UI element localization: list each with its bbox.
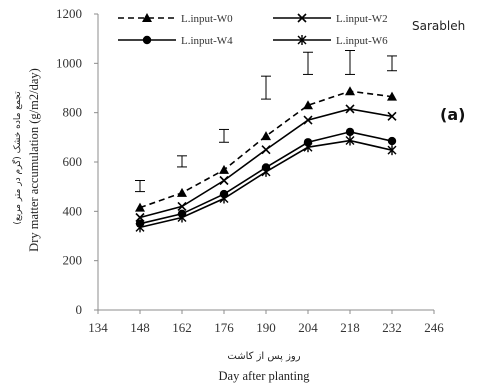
chart-axes <box>94 13 435 314</box>
legend-entry: L.input-W4 <box>118 35 233 47</box>
data-point <box>345 86 355 96</box>
data-point <box>261 145 271 155</box>
data-point <box>303 115 313 125</box>
data-point <box>303 100 313 110</box>
data-point <box>135 212 145 223</box>
error-bar <box>303 51 313 75</box>
legend-label: L.input-W2 <box>336 13 388 25</box>
y-axis-label-persian: تجمع ماده خشک (گرم در متر مربع) <box>11 91 23 225</box>
error-bar <box>219 128 229 143</box>
data-point <box>177 212 187 223</box>
x-axis-label: Day after planting <box>219 369 311 383</box>
x-tick-label: 190 <box>256 320 276 335</box>
legend-entry: L.input-W0 <box>118 13 233 25</box>
data-point <box>261 166 271 177</box>
data-point <box>177 187 187 197</box>
x-tick-label: 148 <box>130 320 150 335</box>
legend-entry: L.input-W2 <box>273 13 388 25</box>
y-tick-label: 1000 <box>56 55 82 70</box>
x-tick-label: 176 <box>214 320 234 335</box>
y-tick-label: 400 <box>63 203 83 218</box>
data-point <box>219 164 229 174</box>
data-point <box>135 202 145 212</box>
tick-labels: 134 148 162 176 190 204 218 232 246 0 200 400 600 800… <box>56 6 444 335</box>
x-axis-label-persian: روز پس از کاشت <box>227 351 300 362</box>
legend: L.input-W0 L.input-W2 L.input-W4 L.input-W6 <box>118 13 388 47</box>
x-tick-label: 246 <box>424 320 444 335</box>
location-label: Sarableh <box>412 19 465 33</box>
y-tick-label: 600 <box>63 154 83 169</box>
data-point <box>387 91 397 101</box>
data-point <box>303 142 313 153</box>
error-bar <box>345 50 355 75</box>
series-group <box>135 86 397 233</box>
error-bar <box>177 155 187 168</box>
data-point <box>142 35 152 45</box>
legend-label: L.input-W0 <box>181 13 233 25</box>
error-bar <box>261 75 271 100</box>
legend-label: L.input-W4 <box>181 35 233 47</box>
data-point <box>345 135 355 146</box>
x-tick-label: 162 <box>172 320 192 335</box>
series-L.input-W0 <box>135 86 397 212</box>
y-tick-label: 0 <box>76 302 83 317</box>
x-tick-label: 232 <box>382 320 402 335</box>
data-point <box>297 35 307 45</box>
data-point <box>345 127 355 137</box>
x-tick-label: 134 <box>88 320 108 335</box>
y-tick-label: 800 <box>63 105 83 120</box>
data-point <box>297 13 307 23</box>
data-point <box>261 131 271 141</box>
panel-label: (a) <box>440 105 465 124</box>
data-point <box>177 201 187 211</box>
data-point <box>387 145 397 156</box>
error-bar <box>387 55 397 72</box>
data-point <box>387 136 397 146</box>
y-tick-label: 200 <box>63 253 83 268</box>
x-tick-label: 204 <box>298 320 318 335</box>
legend-entry: L.input-W6 <box>273 35 388 47</box>
legend-label: L.input-W6 <box>336 35 388 47</box>
series-L.input-W2 <box>135 104 397 223</box>
data-point <box>345 104 355 114</box>
data-point <box>135 222 145 233</box>
data-point <box>219 193 229 204</box>
data-point <box>142 13 152 22</box>
y-axis-label: Dry matter accumulation (g/m2/day) <box>27 68 41 252</box>
series-L.input-W6 <box>135 135 397 233</box>
x-tick-label: 218 <box>340 320 360 335</box>
data-point <box>387 111 397 121</box>
error-bars <box>135 50 397 193</box>
y-tick-label: 1200 <box>56 6 82 21</box>
error-bar <box>135 180 145 193</box>
data-point <box>219 175 229 186</box>
